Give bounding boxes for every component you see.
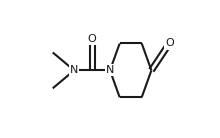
Text: N: N — [106, 65, 114, 75]
Text: N: N — [70, 65, 78, 75]
Text: O: O — [165, 39, 174, 48]
Text: O: O — [88, 34, 96, 44]
